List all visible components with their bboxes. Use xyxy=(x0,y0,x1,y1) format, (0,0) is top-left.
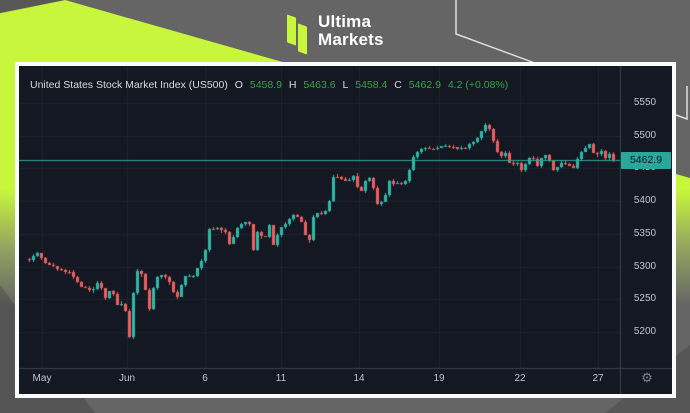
ultima-markets-logo-icon xyxy=(287,13,310,56)
time-axis-label: May xyxy=(32,373,52,384)
time-axis-label: 11 xyxy=(275,373,287,384)
change-value: 4.2 (+0.08%) xyxy=(447,79,509,91)
time-axis-label: Jun xyxy=(118,373,136,384)
chart-header: United States Stock Market Index (US500)… xyxy=(30,79,512,91)
price-axis-label: 5200 xyxy=(633,326,657,338)
close-value: 5462.9 xyxy=(408,79,441,91)
low-value: 5458.4 xyxy=(355,79,388,91)
price-axis-label: 5350 xyxy=(633,227,657,239)
time-axis-label: 6 xyxy=(202,373,208,384)
chart-panel: United States Stock Market Index (US500)… xyxy=(15,62,676,398)
price-axis-label: 5500 xyxy=(633,129,657,141)
settings-gear-icon[interactable]: ⚙ xyxy=(641,370,653,385)
logo-text-line2: Markets xyxy=(318,30,384,49)
low-label: L xyxy=(342,79,349,91)
price-axis-label: 5250 xyxy=(633,293,657,305)
open-value: 5458.9 xyxy=(249,79,282,91)
chart-title: United States Stock Market Index (US500) xyxy=(30,79,228,91)
candlestick-chart-canvas[interactable] xyxy=(19,66,672,394)
logo-text-line1: Ultima xyxy=(318,12,372,31)
logo-bar-left xyxy=(287,14,296,46)
high-value: 5463.6 xyxy=(303,79,336,91)
price-axis-label: 5300 xyxy=(633,260,657,272)
close-label: C xyxy=(394,79,402,91)
chart-plot-area: United States Stock Market Index (US500)… xyxy=(19,66,672,394)
high-label: H xyxy=(288,79,297,91)
price-axis-label: 5550 xyxy=(633,97,657,108)
open-label: O xyxy=(234,79,243,91)
time-axis-label: 14 xyxy=(353,373,365,384)
time-axis-label: 22 xyxy=(514,373,526,384)
logo-wordmark: Ultima Markets xyxy=(318,13,384,49)
time-axis-label: 19 xyxy=(433,373,445,384)
time-axis-label: 27 xyxy=(592,373,604,384)
logo-bar-right xyxy=(298,23,307,55)
last-price-badge: 5462.9 xyxy=(621,151,671,169)
price-axis-label: 5400 xyxy=(633,195,657,207)
ultima-markets-logo: Ultima Markets xyxy=(287,13,384,56)
